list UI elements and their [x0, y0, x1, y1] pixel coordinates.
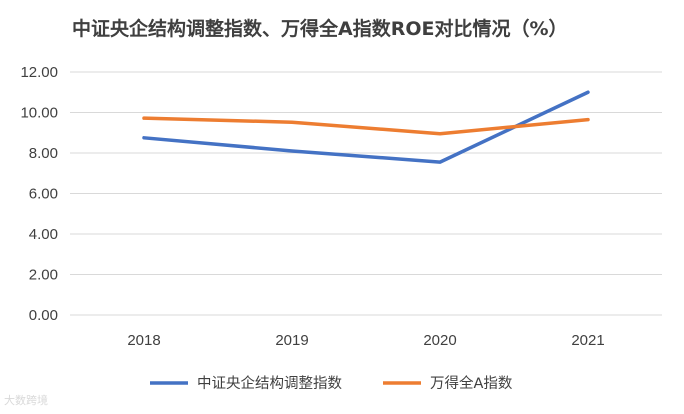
y-tick-label: 8.00 — [29, 145, 58, 162]
y-tick-label: 10.00 — [20, 105, 58, 122]
y-tick-label: 12.00 — [20, 64, 58, 81]
legend: 中证央企结构调整指数 万得全A指数 — [150, 374, 513, 392]
y-axis-ticks: 0.00 2.00 4.00 6.00 8.00 10.00 12.00 — [20, 64, 58, 324]
x-axis-ticks: 2018 2019 2020 2021 — [127, 332, 604, 349]
y-tick-label: 0.00 — [29, 307, 58, 324]
gridlines — [70, 71, 662, 316]
series-line-1 — [142, 116, 590, 136]
series-lines — [142, 90, 590, 164]
chart-title: 中证央企结构调整指数、万得全A指数ROE对比情况（%） — [72, 18, 568, 40]
y-tick-label: 4.00 — [29, 226, 58, 243]
legend-label-1: 万得全A指数 — [430, 374, 513, 392]
legend-label-0: 中证央企结构调整指数 — [197, 374, 342, 392]
y-tick-label: 6.00 — [29, 186, 58, 203]
x-tick-label: 2018 — [127, 332, 160, 349]
x-tick-label: 2021 — [571, 332, 604, 349]
x-tick-label: 2020 — [423, 332, 456, 349]
watermark: 大数跨境 — [4, 394, 48, 407]
x-tick-label: 2019 — [275, 332, 308, 349]
y-tick-label: 2.00 — [29, 267, 58, 284]
